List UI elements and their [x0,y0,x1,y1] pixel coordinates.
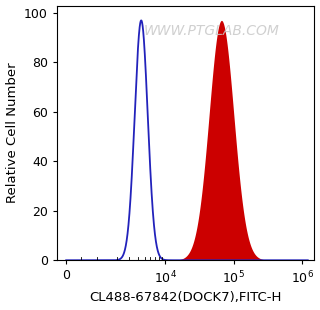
X-axis label: CL488-67842(DOCK7),FITC-H: CL488-67842(DOCK7),FITC-H [90,291,282,304]
Y-axis label: Relative Cell Number: Relative Cell Number [5,63,19,203]
Text: WWW.PTGLAB.COM: WWW.PTGLAB.COM [144,24,279,38]
